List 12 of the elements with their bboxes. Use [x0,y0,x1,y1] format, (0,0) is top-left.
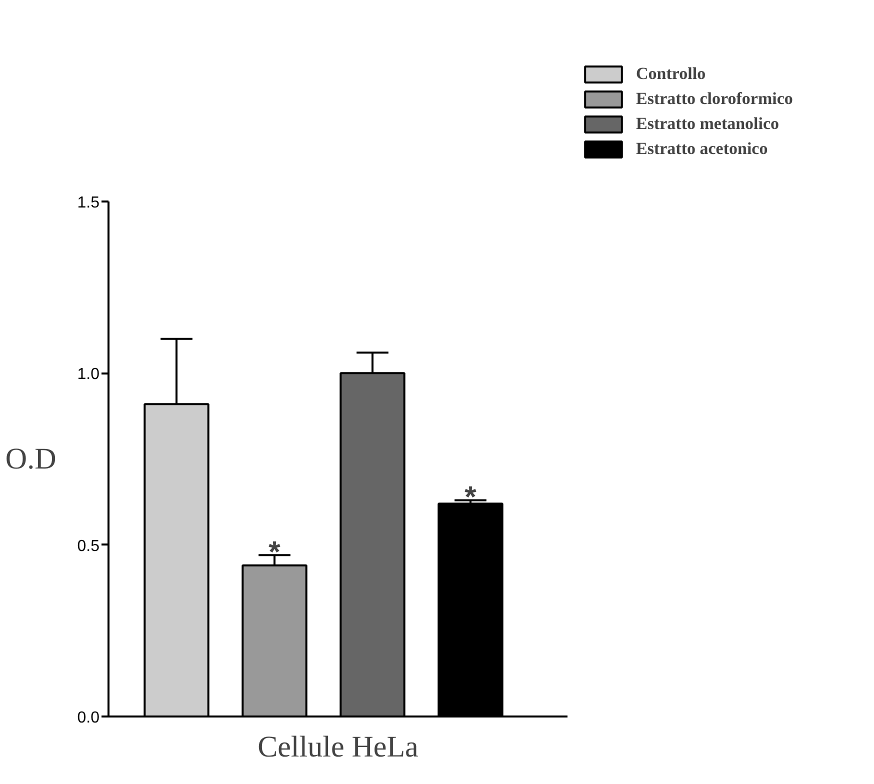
legend-label: Estratto cloroformico [636,89,793,109]
y-axis-title: O.D [5,442,56,476]
annotation: * [268,536,281,570]
y-tick-label: 0.5 [77,538,100,555]
y-tick-label: 1.0 [77,366,100,384]
legend-label: Controllo [636,64,706,84]
annotation: * [464,481,477,514]
legend-label: Estratto metanolico [636,114,780,134]
y-tick-label: 1.5 [77,194,100,212]
legend-label: Estratto acetonico [636,139,768,159]
y-tick-label: 0.0 [77,710,100,726]
x-axis-title: Cellule HeLa [258,730,418,764]
